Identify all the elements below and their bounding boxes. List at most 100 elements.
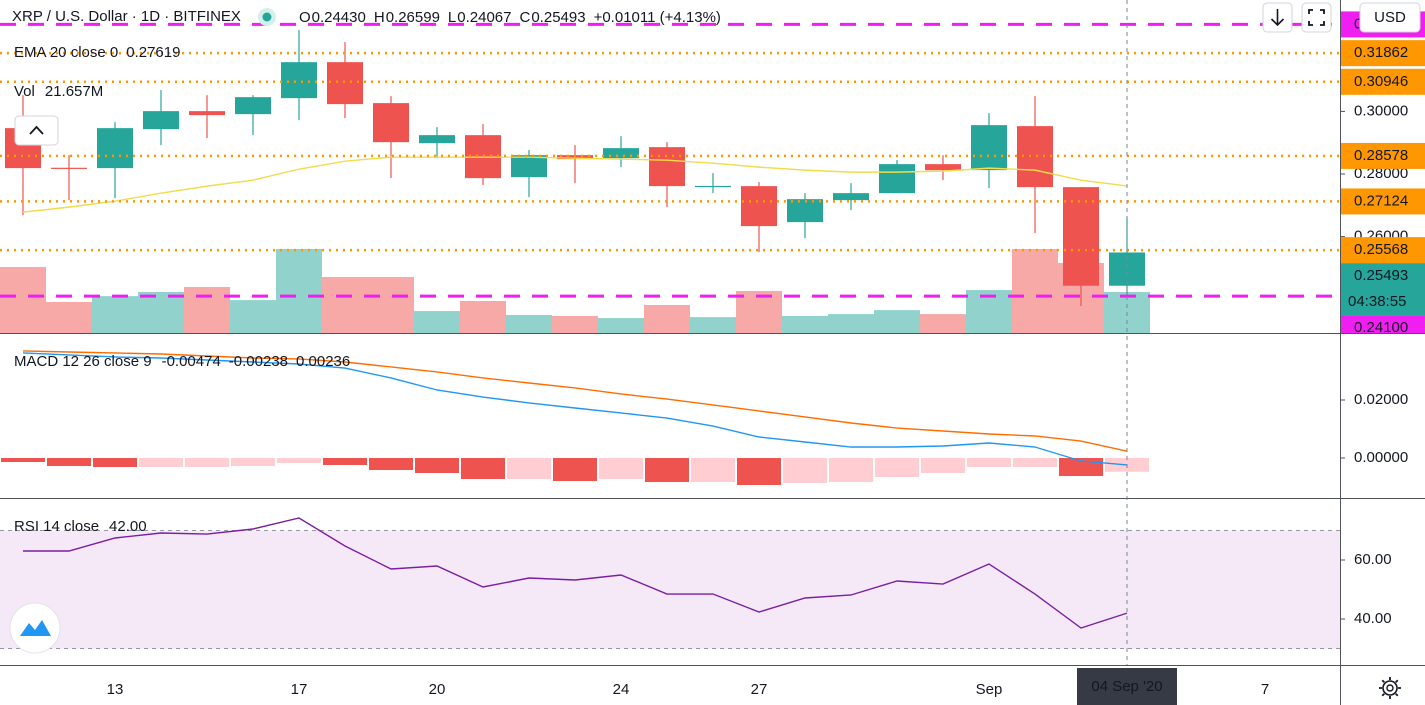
logo[interactable] bbox=[9, 602, 61, 654]
histogram-bar bbox=[47, 458, 91, 467]
candle-body bbox=[281, 62, 317, 99]
legend-name: EMA 20 close 0 bbox=[14, 44, 118, 61]
candle-body bbox=[925, 164, 961, 171]
legend-value: 21.657M bbox=[45, 83, 103, 100]
legend-value: -0.00474 bbox=[162, 353, 221, 370]
histogram-bar bbox=[231, 458, 275, 467]
indicator-line bbox=[22, 350, 1128, 452]
histogram-bar bbox=[645, 458, 689, 483]
collapse-icon bbox=[29, 125, 44, 135]
price-label-box bbox=[1341, 68, 1425, 95]
candle-body bbox=[143, 111, 179, 130]
legend-name: RSI 14 close bbox=[14, 518, 99, 535]
currency-button[interactable] bbox=[1359, 2, 1421, 33]
ohlc-label: H bbox=[374, 9, 385, 26]
volume-bar bbox=[552, 315, 598, 333]
legend-name: Vol bbox=[14, 83, 35, 100]
histogram-bar bbox=[691, 458, 735, 483]
price-axis: 0.260000.280000.300000.327800.318620.309… bbox=[1341, 11, 1425, 333]
volume-bar bbox=[920, 314, 966, 333]
histogram-bar bbox=[277, 458, 321, 463]
histogram-bar bbox=[369, 458, 413, 471]
ohlc-label: L bbox=[448, 9, 456, 26]
volume-bar bbox=[92, 296, 138, 333]
histogram-bar bbox=[599, 458, 643, 480]
download-icon bbox=[1270, 9, 1285, 27]
candle-body bbox=[51, 167, 87, 169]
candle-body bbox=[327, 62, 363, 105]
y-tick-label: 0.00000 bbox=[1354, 449, 1408, 466]
candle-body bbox=[787, 199, 823, 223]
plot-area bbox=[0, 22, 1340, 650]
price-label-box bbox=[1341, 188, 1425, 215]
histogram-bar bbox=[93, 458, 137, 467]
volume-bar bbox=[276, 248, 322, 333]
volume-bar bbox=[736, 290, 782, 333]
gear-teeth bbox=[1379, 677, 1401, 699]
y-tick-label: 40.00 bbox=[1354, 610, 1392, 627]
legend-value: 0.27619 bbox=[126, 44, 180, 61]
volume-bar bbox=[368, 276, 414, 333]
change-value: +0.01011 (+4.13%) bbox=[594, 9, 721, 26]
price-label: 0.31862 bbox=[1354, 44, 1408, 61]
x-tick-label: 7 bbox=[1261, 681, 1269, 698]
candle-body bbox=[833, 193, 869, 201]
ohlc-value: 0.24430 bbox=[312, 9, 366, 26]
candle-body bbox=[603, 148, 639, 159]
x-tick-label: 13 bbox=[107, 681, 124, 698]
histogram-bar bbox=[737, 458, 781, 486]
gear-hub bbox=[1386, 684, 1394, 692]
histogram-bar bbox=[415, 458, 459, 473]
status-dot-core bbox=[262, 12, 272, 22]
volume-bar bbox=[690, 317, 736, 333]
countdown-label: 04:38:55 bbox=[1348, 293, 1406, 310]
rsi-band bbox=[0, 530, 1340, 649]
y-tick-label: 60.00 bbox=[1354, 551, 1392, 568]
overlay: USD EMA 20 close 0 0.27619 Vol 21.657M MACD … bbox=[9, 2, 1421, 699]
fullscreen-button[interactable] bbox=[1301, 2, 1332, 33]
volume-bar bbox=[414, 311, 460, 333]
crosshair-label-box bbox=[1077, 668, 1177, 705]
price-label-box bbox=[1341, 142, 1425, 169]
ohlc-value: 0.25493 bbox=[531, 9, 585, 26]
collapse-button[interactable] bbox=[14, 115, 59, 146]
histogram-bar bbox=[553, 458, 597, 482]
histogram-bar bbox=[829, 458, 873, 483]
candle-body bbox=[971, 125, 1007, 171]
candle-body bbox=[97, 128, 133, 169]
histogram-bar bbox=[1, 458, 45, 463]
histogram-bar bbox=[323, 458, 367, 465]
fullscreen-icon bbox=[1308, 9, 1325, 26]
x-tick-label: 17 bbox=[291, 681, 308, 698]
ema-line bbox=[22, 156, 1128, 213]
candle-body bbox=[741, 186, 777, 227]
currency-label: USD bbox=[1374, 9, 1406, 26]
candle-body bbox=[189, 111, 225, 116]
y-tick-label: 0.28000 bbox=[1354, 165, 1408, 182]
volume-bar bbox=[184, 287, 230, 333]
volume-bar bbox=[460, 301, 506, 333]
price-label: 0.25493 bbox=[1354, 267, 1408, 284]
settings-icon[interactable] bbox=[1379, 677, 1401, 699]
volume-bar bbox=[644, 304, 690, 333]
volume-bar bbox=[138, 291, 184, 333]
candle-body bbox=[235, 97, 271, 115]
ohlc-value: 0.26599 bbox=[386, 9, 440, 26]
y-tick-label: 0.02000 bbox=[1354, 391, 1408, 408]
candle-body bbox=[879, 164, 915, 194]
candle-body bbox=[419, 135, 455, 144]
volume-bar bbox=[322, 276, 368, 333]
volume-bar bbox=[46, 301, 92, 333]
legend-value: -0.00238 bbox=[229, 353, 288, 370]
price-label: 0.25568 bbox=[1354, 241, 1408, 258]
histogram-bar bbox=[139, 458, 183, 467]
logo-mark bbox=[20, 620, 51, 636]
candle-body bbox=[373, 103, 409, 143]
candle-body bbox=[511, 155, 547, 178]
candle-body bbox=[649, 147, 685, 187]
volume-bar bbox=[0, 266, 46, 333]
ohlc-label: O bbox=[299, 9, 311, 26]
